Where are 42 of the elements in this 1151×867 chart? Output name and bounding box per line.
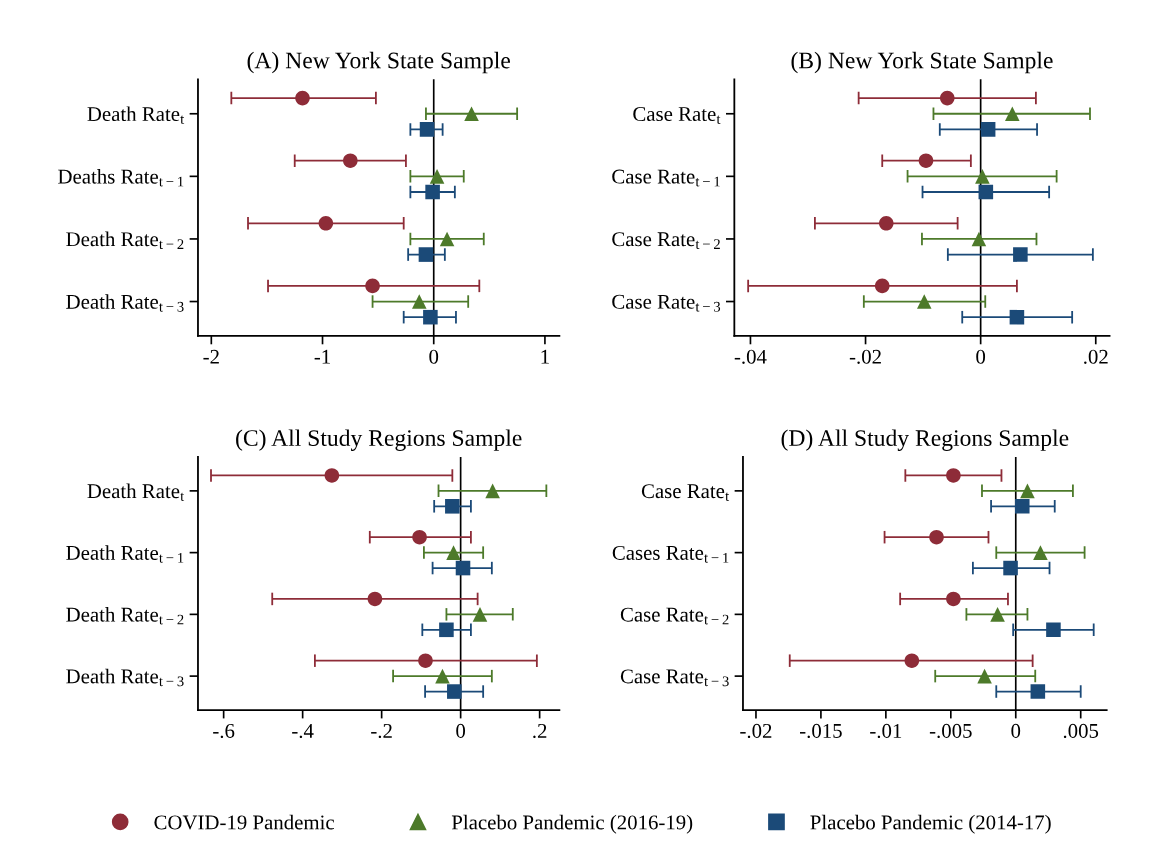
x-tick-label: -.2 (371, 723, 392, 739)
chart-title: (A) New York State Sample (247, 51, 510, 74)
x-tick-label: 1 (541, 349, 549, 364)
x-tick-label: -.04 (734, 349, 767, 364)
x-tick-label: -.6 (213, 723, 235, 739)
y-tick-label: Death Rate$_{t−1}$ (66, 545, 184, 563)
chart-title: (C) All Study Regions Sample (236, 429, 522, 451)
chart-title: (B) New York State Sample (791, 51, 1053, 74)
y-tick-label: Death Rate$_{t}$ (87, 483, 185, 501)
y-tick-label: Death Rate$_{t−3}$ (66, 668, 184, 687)
legend-label: Placebo Pandemic (2016-19) (451, 814, 693, 834)
x-tick-label: 0 (1011, 723, 1021, 738)
y-tick-label: Case Rate$_{t−2}$ (612, 232, 720, 250)
y-tick-label: Case Rate$_{t−3}$ (620, 669, 729, 687)
x-tick-label: .2 (533, 723, 547, 739)
y-tick-label: Death Rate$_{t−3}$ (66, 294, 184, 312)
x-tick-label: .005 (1063, 723, 1099, 739)
x-tick-label: 0 (429, 349, 439, 364)
y-tick-label: Deaths Rate$_{t−1}$ (58, 168, 184, 187)
y-tick-label: Death Rate$_{t}$ (87, 106, 185, 124)
legend-label: COVID-19 Pandemic (154, 814, 334, 830)
y-tick-label: Case Rate$_{t}$ (633, 107, 721, 124)
y-tick-label: Case Rate$_{t}$ (641, 484, 730, 501)
legend-label: Placebo Pandemic (2014-17) (810, 814, 1051, 834)
x-tick-label: -.005 (929, 723, 972, 739)
y-tick-label: Case Rate$_{t−2}$ (620, 607, 729, 625)
x-tick-label: -.02 (849, 349, 881, 364)
chart-title: (D) All Study Regions Sample (781, 429, 1069, 451)
x-tick-label: -.02 (740, 723, 772, 739)
x-tick-label: .02 (1084, 349, 1108, 364)
x-tick-label: -.4 (292, 724, 314, 739)
y-tick-label: Death Rate$_{t−2}$ (66, 231, 184, 250)
x-tick-label: -.01 (870, 723, 902, 739)
x-tick-label: -.015 (799, 723, 842, 739)
x-tick-label: -2 (203, 349, 219, 364)
y-tick-label: Death Rate$_{t−2}$ (66, 607, 184, 625)
y-tick-label: Case Rate$_{t−3}$ (612, 294, 721, 312)
y-tick-label: Cases Rate$_{t−1}$ (612, 545, 729, 563)
x-tick-label: -1 (314, 349, 330, 364)
y-tick-label: Case Rate$_{t−1}$ (612, 169, 720, 187)
x-tick-label: 0 (456, 723, 466, 738)
x-tick-label: 0 (976, 349, 986, 364)
